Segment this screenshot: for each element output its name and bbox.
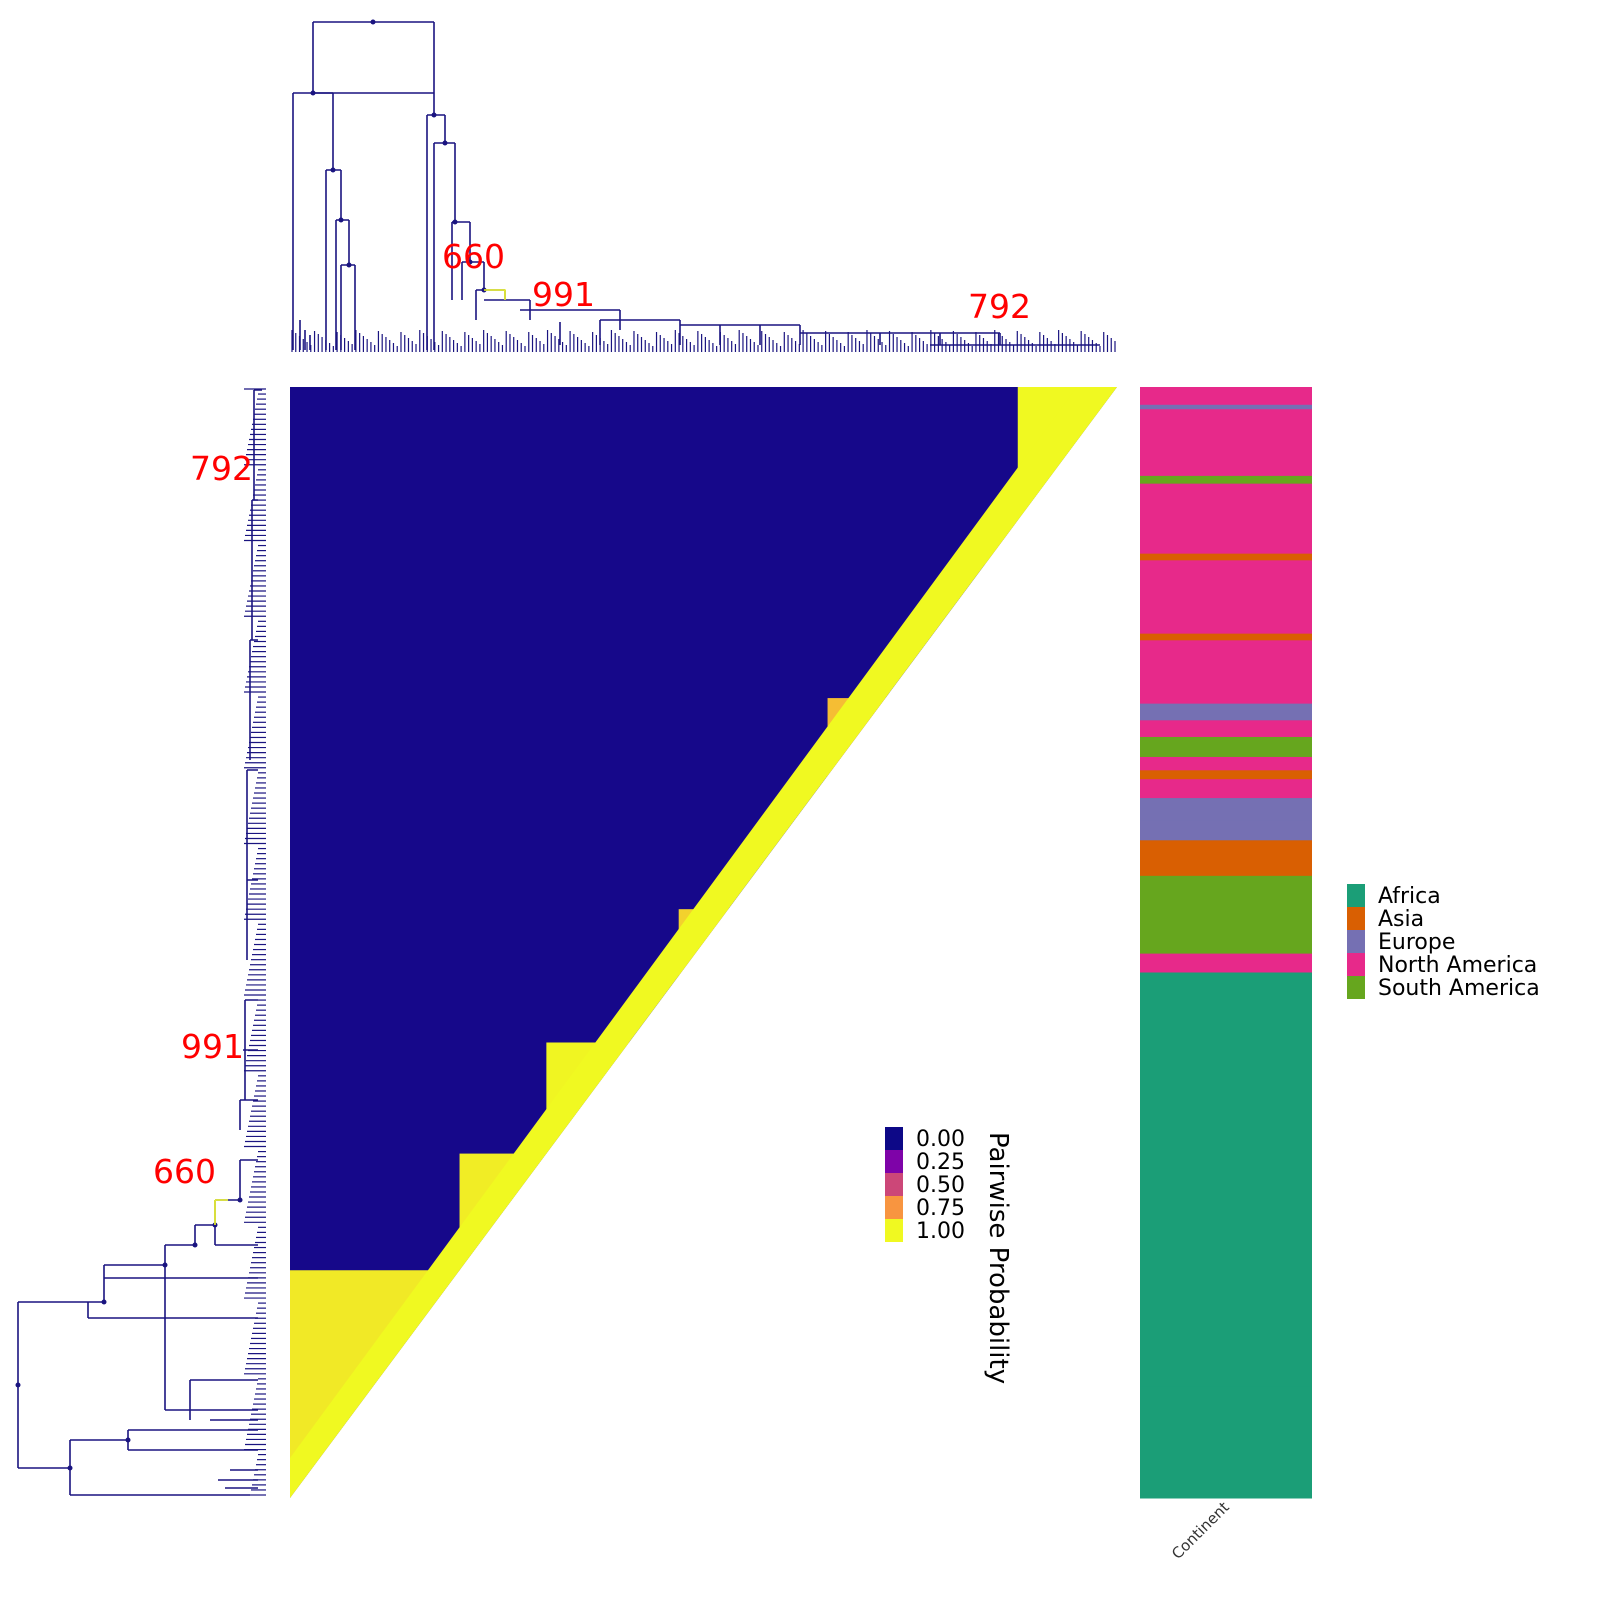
heatmap-block-10	[984, 698, 1117, 910]
continent-track-segment	[1140, 798, 1312, 821]
probability-legend-tick: 1.00	[916, 1219, 965, 1244]
heatmap-block-12	[1017, 520, 1117, 699]
node-label-660-top: 660	[442, 237, 505, 276]
continent-track-segment	[1140, 720, 1312, 738]
continent-track-segment	[1140, 409, 1312, 477]
continent-legend-label: North America	[1378, 953, 1537, 978]
probability-legend-title: Pairwise Probability	[983, 1132, 1013, 1384]
annotation-track-label: Continent	[1168, 1498, 1233, 1563]
continent-track-segment	[1140, 703, 1312, 721]
continent-track-segment	[1140, 736, 1312, 758]
continent-track-segment	[1140, 875, 1312, 955]
continent-legend-swatch	[1347, 976, 1365, 999]
continent-track-segment	[1140, 953, 1312, 973]
continent-track-segment	[1140, 1386, 1312, 1499]
probability-legend-tick: 0.25	[916, 1150, 965, 1175]
node-label-991-left: 991	[181, 1027, 244, 1066]
continent-track-segment	[1140, 483, 1312, 555]
heatmap-block-8	[827, 909, 1117, 1043]
continent-annotation-track	[1140, 387, 1312, 1499]
top-tree-nodes	[310, 19, 487, 293]
continent-track-segment	[1140, 756, 1312, 771]
continent-legend-swatch	[1347, 884, 1365, 907]
probability-legend-tick: 0.75	[916, 1196, 965, 1221]
node-label-991-top: 991	[532, 275, 595, 314]
continent-track-segment	[1140, 840, 1312, 877]
left-dendrogram-tips	[244, 388, 266, 1496]
continent-legend-swatch	[1347, 907, 1365, 930]
probability-legend: 0.000.250.500.751.00	[885, 1127, 965, 1244]
top-dendrogram-tips	[291, 330, 1116, 352]
left-tree-highlight-branch	[214, 1199, 228, 1225]
continent-track-segment	[1140, 553, 1312, 561]
continent-legend-label: South America	[1378, 976, 1540, 1001]
continent-track-segment	[1140, 475, 1312, 485]
continent-track-segment	[1140, 560, 1312, 635]
continent-track-segment	[1140, 640, 1312, 705]
continent-track-segment	[1140, 770, 1312, 780]
left-dendrogram	[17, 389, 262, 1496]
probability-legend-swatch	[885, 1196, 903, 1219]
probability-legend-tick: 0.50	[916, 1173, 965, 1198]
probability-legend-swatch	[885, 1150, 903, 1173]
continent-track-segment	[1140, 972, 1312, 1388]
top-tree-highlight-branch	[484, 289, 506, 300]
heatmap-block-1	[459, 1270, 1117, 1498]
heatmap-block-3	[562, 1153, 1117, 1271]
continent-legend-swatch	[1347, 953, 1365, 976]
node-label-792-left: 792	[190, 449, 253, 488]
probability-legend-swatch	[885, 1173, 903, 1196]
continent-legend-label: Europe	[1378, 930, 1455, 955]
continent-track-segment	[1140, 387, 1312, 406]
heatmap-diagonal	[290, 387, 1117, 1498]
continent-legend-label: Africa	[1378, 884, 1441, 909]
continent-legend-swatch	[1347, 930, 1365, 953]
continent-track-segment	[1140, 820, 1312, 841]
node-label-660-left: 660	[153, 1152, 216, 1191]
probability-legend-swatch	[885, 1127, 903, 1150]
node-label-792-top: 792	[968, 287, 1031, 326]
probability-legend-swatch	[885, 1219, 903, 1242]
continent-legend-label: Asia	[1378, 907, 1424, 932]
heatmap-block-5	[678, 1042, 754, 1154]
continent-track-segment	[1140, 404, 1312, 410]
continent-track-segment	[1140, 633, 1312, 641]
probability-legend-tick: 0.00	[916, 1127, 965, 1152]
continent-track-segment	[1140, 779, 1312, 799]
